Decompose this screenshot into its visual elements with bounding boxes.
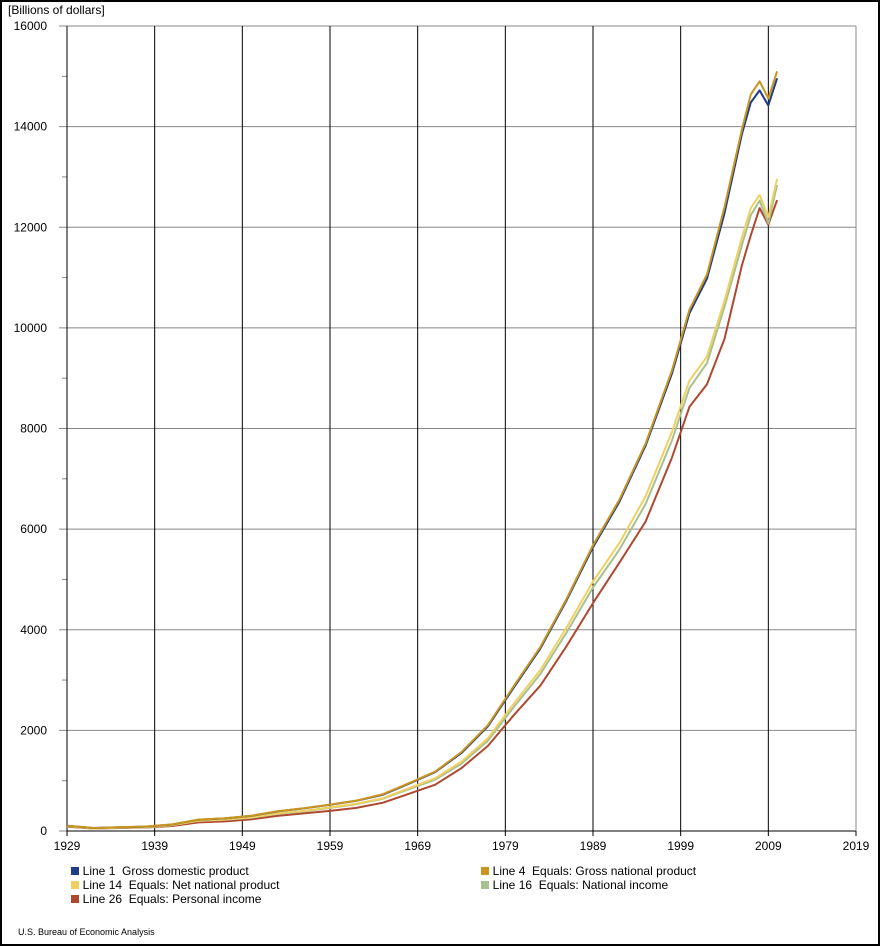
x-tick-label: 1959 [317,839,344,853]
y-tick-label: 8000 [20,422,47,436]
y-tick-label: 0 [40,824,47,838]
legend-item-gnp: Line 4 Equals: Gross national product [474,850,696,878]
legend-item-personal-income: Line 26 Equals: Personal income [64,878,261,906]
x-tick-label: 1989 [580,839,607,853]
series-line-personal-income [66,199,779,830]
x-tick-label: 1929 [54,839,81,853]
y-tick-label: 2000 [20,723,47,737]
unit-label: [Billions of dollars] [8,3,105,17]
legend-label-nnp: Line 14 Equals: Net national product [82,878,280,892]
legend-label-gdp: Line 1 Gross domestic product [82,864,249,878]
legend-label-gnp: Line 4 Equals: Gross national product [492,864,697,878]
legend-item-nnp: Line 14 Equals: Net national product [64,864,279,892]
x-tick-label: 1939 [141,839,168,853]
y-tick-label: 16000 [14,19,48,33]
x-tick-label: 1949 [229,839,256,853]
y-tick-label: 12000 [14,220,48,234]
legend-swatch-national-income [480,881,489,889]
legend-item-gdp: Line 1 Gross domestic product [64,850,249,878]
legend-label-national-income: Line 16 Equals: National income [492,878,669,892]
x-tick-label: 1979 [492,839,519,853]
legend-swatch-nnp [70,881,79,889]
y-tick-label: 4000 [20,623,47,637]
series-line-nnp [66,178,779,830]
legend-item-national-income: Line 16 Equals: National income [474,864,668,892]
x-tick-label: 1969 [404,839,431,853]
y-tick-label: 14000 [14,120,48,134]
x-tick-label: 1999 [667,839,694,853]
legend-label-personal-income: Line 26 Equals: Personal income [82,892,262,906]
legend-swatch-gdp [70,867,79,875]
x-tick-label: 2009 [755,839,782,853]
y-tick-label: 6000 [20,522,47,536]
y-tick-label: 10000 [14,321,48,335]
series-line-gnp [66,70,779,829]
legend-swatch-gnp [480,867,489,875]
legend-swatch-personal-income [70,895,79,903]
x-tick-label: 2019 [843,839,870,853]
source-note: U.S. Bureau of Economic Analysis [18,927,155,937]
